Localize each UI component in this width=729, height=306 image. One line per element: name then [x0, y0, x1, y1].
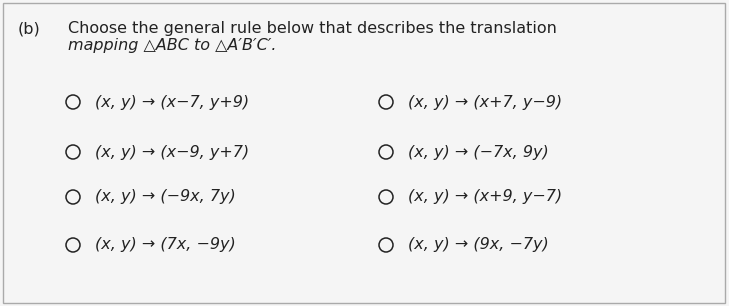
Text: (x, y) → (9x, −7y): (x, y) → (9x, −7y): [408, 237, 549, 252]
Text: (b): (b): [18, 21, 41, 36]
Text: (x, y) → (−7x, 9y): (x, y) → (−7x, 9y): [408, 144, 549, 159]
Text: (x, y) → (x+7, y−9): (x, y) → (x+7, y−9): [408, 95, 562, 110]
Text: Choose the general rule below that describes the translation: Choose the general rule below that descr…: [68, 21, 557, 36]
Text: (x, y) → (−9x, 7y): (x, y) → (−9x, 7y): [95, 189, 235, 204]
Text: (x, y) → (x−7, y+9): (x, y) → (x−7, y+9): [95, 95, 249, 110]
Text: (x, y) → (x−9, y+7): (x, y) → (x−9, y+7): [95, 144, 249, 159]
Text: (x, y) → (7x, −9y): (x, y) → (7x, −9y): [95, 237, 235, 252]
Text: (x, y) → (x+9, y−7): (x, y) → (x+9, y−7): [408, 189, 562, 204]
Text: mapping △ABC to △A′B′C′.: mapping △ABC to △A′B′C′.: [68, 38, 276, 53]
